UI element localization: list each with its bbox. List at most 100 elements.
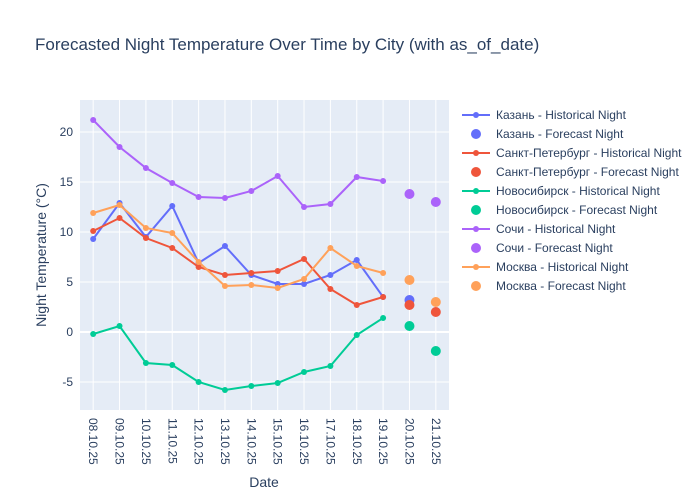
series-line: [92, 216, 384, 307]
data-point: [274, 285, 281, 291]
data-point: [90, 117, 97, 123]
x-tick-label: 17.10.25: [323, 418, 337, 465]
forecast-point: [404, 275, 415, 285]
legend-item[interactable]: Казань - Historical Night: [462, 108, 627, 122]
series-5: [404, 321, 441, 356]
data-point: [248, 188, 255, 194]
x-tick-label: 10.10.25: [139, 418, 153, 465]
legend-item[interactable]: Сочи - Forecast Night: [471, 241, 613, 255]
legend-marker: [473, 112, 479, 118]
x-tick-label: 16.10.25: [297, 418, 311, 465]
forecast-point: [430, 297, 441, 307]
series-layer: [90, 117, 441, 393]
data-point: [221, 387, 228, 393]
legend-marker: [473, 264, 479, 270]
forecast-point: [404, 321, 415, 331]
data-point: [221, 272, 228, 278]
data-point: [274, 173, 281, 179]
forecast-point: [430, 346, 441, 356]
legend-marker: [471, 281, 481, 291]
data-point: [195, 194, 202, 200]
x-tick-label: 20.10.25: [402, 418, 416, 465]
legend-marker: [471, 167, 481, 177]
legend-item[interactable]: Москва - Historical Night: [462, 260, 629, 274]
data-point: [90, 228, 97, 234]
data-point: [221, 283, 228, 289]
series-9: [404, 275, 441, 307]
gridlines: [80, 100, 449, 410]
legend-label: Москва - Historical Night: [496, 260, 629, 274]
data-point: [353, 263, 360, 269]
x-tick-label: 18.10.25: [350, 418, 364, 465]
data-point: [353, 332, 360, 338]
y-tick-label: 20: [60, 125, 74, 139]
data-point: [380, 178, 387, 184]
legend-item[interactable]: Новосибирск - Historical Night: [462, 184, 660, 198]
data-point: [116, 202, 123, 208]
y-tick-label: -5: [62, 375, 73, 389]
data-point: [221, 195, 228, 201]
chart-title: Forecasted Night Temperature Over Time b…: [35, 35, 539, 54]
data-point: [353, 174, 360, 180]
legend-marker: [471, 243, 481, 253]
y-tick-label: 5: [66, 275, 73, 289]
data-point: [353, 302, 360, 308]
legend-item[interactable]: Москва - Forecast Night: [471, 279, 626, 293]
x-axis-title: Date: [249, 474, 279, 490]
legend-item[interactable]: Санкт-Петербург - Forecast Night: [471, 165, 679, 179]
forecast-point: [430, 197, 441, 207]
data-point: [327, 201, 334, 207]
data-point: [142, 235, 149, 241]
x-tick-label: 11.10.25: [165, 418, 179, 464]
data-point: [195, 264, 202, 270]
x-axis-ticks: 08.10.25 09.10.25 10.10.25 11.10.25 12.10.25…: [86, 418, 443, 465]
data-point: [327, 245, 334, 251]
data-point: [327, 272, 334, 278]
legend-label: Сочи - Historical Night: [496, 222, 616, 236]
legend[interactable]: Казань - Historical Night Казань - Foreca…: [462, 108, 682, 293]
y-tick-label: 0: [66, 325, 73, 339]
legend-item[interactable]: Новосибирск - Forecast Night: [471, 203, 658, 217]
data-point: [248, 282, 255, 288]
data-point: [116, 144, 123, 150]
series-6: [90, 117, 387, 210]
data-point: [90, 331, 97, 337]
series-line: [92, 317, 384, 392]
data-point: [301, 281, 308, 287]
forecast-point: [430, 307, 441, 317]
data-point: [169, 180, 176, 186]
plot-area: [80, 100, 449, 410]
data-point: [142, 225, 149, 231]
y-axis-ticks: -5 0 5 10 15 20: [60, 125, 74, 389]
data-point: [169, 203, 176, 209]
data-point: [327, 286, 334, 292]
data-point: [195, 259, 202, 265]
legend-item[interactable]: Сочи - Historical Night: [462, 222, 616, 236]
legend-label: Новосибирск - Forecast Night: [496, 203, 658, 217]
legend-item[interactable]: Казань - Forecast Night: [471, 127, 624, 141]
data-point: [380, 315, 387, 321]
x-tick-label: 09.10.25: [113, 418, 127, 465]
data-point: [142, 360, 149, 366]
legend-marker: [471, 129, 481, 139]
x-tick-label: 19.10.25: [376, 418, 390, 465]
legend-label: Москва - Forecast Night: [496, 279, 626, 293]
data-point: [116, 215, 123, 221]
legend-marker: [473, 150, 479, 156]
data-point: [301, 369, 308, 375]
series-line: [92, 201, 384, 298]
series-line: [92, 119, 384, 209]
series-2: [90, 215, 387, 308]
data-point: [169, 362, 176, 368]
series-3: [404, 300, 441, 317]
legend-item[interactable]: Санкт-Петербург - Historical Night: [462, 146, 682, 160]
data-point: [380, 270, 387, 276]
legend-marker: [473, 188, 479, 194]
data-point: [116, 323, 123, 329]
legend-label: Санкт-Петербург - Forecast Night: [496, 165, 679, 179]
legend-label: Казань - Historical Night: [496, 108, 627, 122]
forecast-point: [404, 189, 415, 199]
data-point: [169, 245, 176, 251]
forecast-point: [404, 300, 415, 310]
